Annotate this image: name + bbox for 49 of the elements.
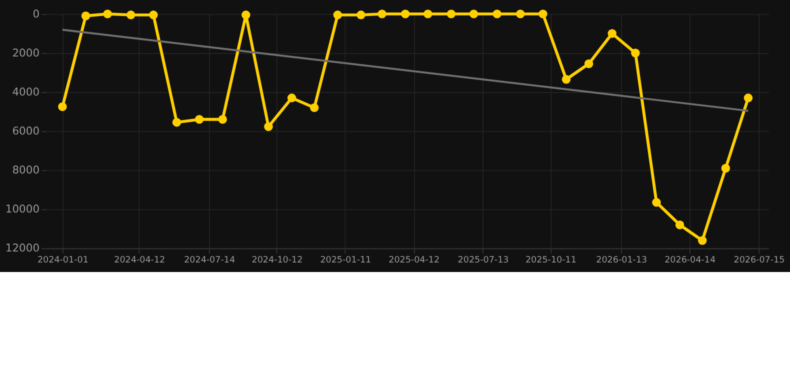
point: [58, 102, 67, 112]
x-tick-label: 2026-04-14: [664, 255, 716, 266]
point: [562, 75, 571, 84]
x-tick-label: 2024-10-12: [252, 255, 303, 266]
y-tick-label: 12000: [5, 242, 40, 255]
x-tick-label: 2025-01-11: [320, 255, 372, 266]
y-tick-label: 4000: [12, 85, 40, 98]
y-tick-label: 6000: [12, 124, 40, 138]
point: [721, 164, 730, 173]
point: [652, 198, 661, 207]
point: [264, 122, 273, 131]
point: [698, 236, 707, 245]
point: [172, 118, 182, 127]
point: [149, 10, 158, 20]
point: [400, 10, 410, 18]
x-tick-label: 2024-07-14: [184, 255, 236, 266]
point: [218, 115, 227, 124]
point: [584, 59, 594, 68]
x-tick-label: 2026-07-15: [734, 255, 785, 266]
point: [81, 12, 90, 20]
point: [356, 10, 366, 20]
point: [492, 10, 502, 18]
x-tick-label: 2025-10-11: [525, 255, 576, 266]
point: [287, 94, 296, 102]
point: [744, 94, 753, 102]
point: [446, 10, 456, 18]
point: [378, 10, 386, 18]
point: [194, 115, 204, 124]
x-tick-label: 2024-04-12: [114, 255, 166, 266]
point: [242, 10, 250, 20]
x-tick-label: 2025-04-12: [388, 255, 440, 266]
y-tick-label: 10000: [5, 202, 40, 216]
y-tick-label: 2000: [12, 46, 40, 60]
point: [608, 29, 616, 38]
point: [333, 10, 342, 20]
x-tick-label: 2026-01-13: [596, 255, 648, 266]
point: [516, 10, 525, 18]
point: [469, 10, 478, 18]
y-tick-label: 0: [32, 7, 40, 20]
x-tick-label: 2025-07-13: [458, 255, 509, 266]
point: [631, 48, 640, 58]
x-tick-label: 2024-01-01: [37, 255, 88, 266]
point: [538, 10, 548, 18]
point: [310, 103, 319, 112]
point: [126, 10, 136, 20]
y-tick-label: 8000: [12, 164, 40, 177]
point: [103, 10, 112, 18]
point: [675, 220, 684, 230]
point: [424, 10, 432, 18]
